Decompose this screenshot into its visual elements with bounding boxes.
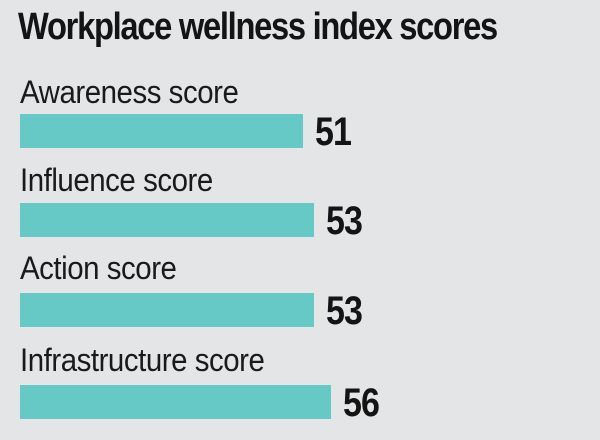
bar-infrastructure-score	[20, 385, 331, 419]
value-label-influence-score: 53	[326, 199, 363, 243]
value-label-infrastructure-score: 56	[343, 381, 380, 425]
bar-influence-score	[20, 203, 314, 237]
category-label-influence-score: Influence score	[20, 162, 213, 198]
chart-title: Workplace wellness index scores	[18, 6, 498, 48]
category-label-infrastructure-score: Infrastructure score	[20, 342, 265, 378]
bar-awareness-score	[20, 114, 303, 148]
value-label-awareness-score: 51	[315, 110, 352, 154]
category-label-awareness-score: Awareness score	[20, 74, 239, 110]
value-label-action-score: 53	[326, 289, 363, 333]
category-label-action-score: Action score	[20, 250, 177, 286]
bar-action-score	[20, 293, 314, 327]
